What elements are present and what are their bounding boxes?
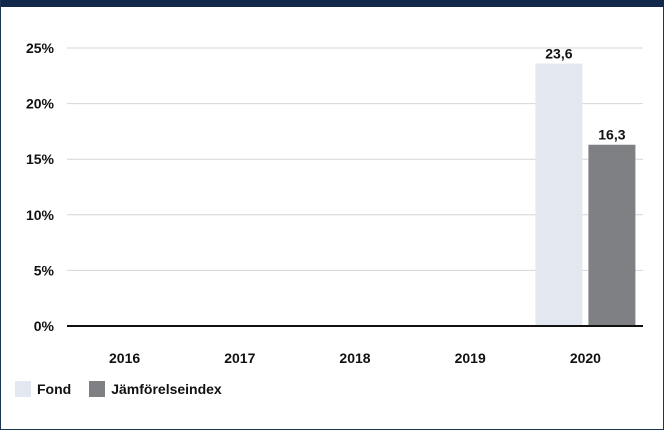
legend-label-jamforelseindex: Jämförelseindex — [111, 381, 222, 397]
legend-item-jamforelseindex: Jämförelseindex — [89, 381, 222, 397]
bar-jämförelseindex-2020 — [588, 144, 636, 326]
data-label-fond-2020: 23,6 — [545, 46, 572, 62]
x-tick-label-2017: 2017 — [224, 350, 255, 366]
bar-fond-2020 — [535, 63, 583, 327]
y-tick-label-0: 0% — [34, 318, 55, 334]
legend-swatch-fond — [15, 381, 31, 397]
data-label-jämförelseindex-2020: 16,3 — [598, 127, 625, 143]
top-band — [1, 0, 664, 7]
x-tick-label-2016: 2016 — [109, 350, 140, 366]
y-tick-label-20: 20% — [26, 96, 55, 112]
x-tick-label-2020: 2020 — [570, 350, 601, 366]
y-tick-label-5: 5% — [34, 262, 55, 278]
x-tick-label-2019: 2019 — [455, 350, 486, 366]
y-tick-label-25: 25% — [26, 40, 55, 56]
legend-label-fond: Fond — [37, 381, 72, 397]
x-tick-label-2018: 2018 — [339, 350, 370, 366]
legend-swatch-jamforelseindex — [89, 381, 106, 397]
y-tick-label-10: 10% — [26, 207, 55, 223]
legend-item-fond: Fond — [15, 381, 71, 397]
y-tick-label-15: 15% — [26, 151, 55, 167]
legend: Fond Jämförelseindex — [15, 381, 240, 397]
